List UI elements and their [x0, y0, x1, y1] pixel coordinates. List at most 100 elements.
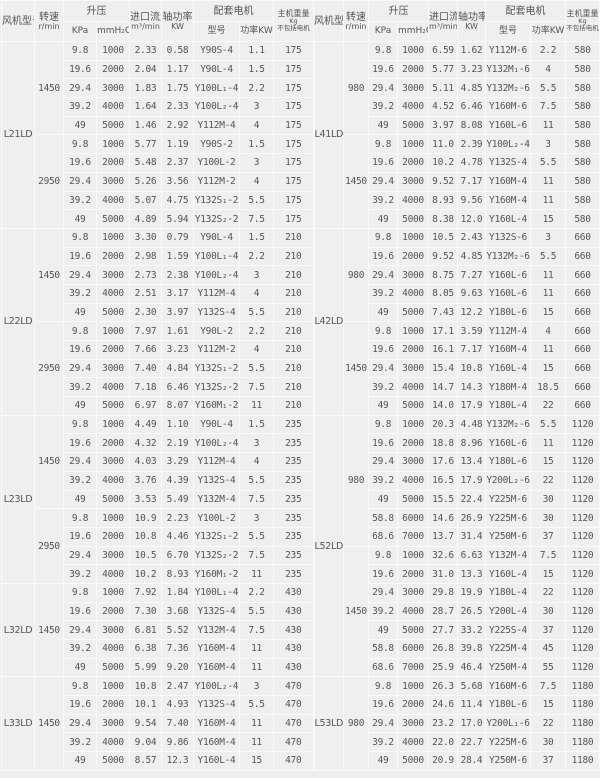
shaft-power-cell: 4.78	[457, 153, 486, 173]
header-flow-label: 进口流量	[429, 11, 457, 23]
shaft-power-cell: 2.19	[161, 433, 194, 454]
motor-power-cell: 18.5	[530, 377, 566, 398]
motor-type-cell: Y132M-4	[193, 489, 240, 510]
motor-type-cell: Y160L-6	[485, 265, 531, 285]
shaft-power-cell: 39.8	[457, 639, 486, 659]
weight-cell: 1120	[565, 508, 600, 528]
flow-cell: 25.9	[428, 657, 458, 678]
mmh2o-cell: 7000	[397, 657, 429, 678]
weight-cell: 210	[273, 246, 315, 267]
motor-power-cell: 3	[530, 227, 566, 248]
motor-type-cell: Y100L₂-4	[193, 433, 240, 454]
flow-cell: 29.8	[428, 582, 458, 603]
mmh2o-cell: 5000	[397, 396, 429, 416]
motor-power-cell: 1.1	[239, 41, 274, 61]
weight-cell: 660	[565, 246, 600, 267]
kpa-cell: 9.8	[368, 134, 398, 155]
motor-type-cell: Y160M-6	[485, 97, 531, 117]
flow-cell: 15.5	[428, 489, 458, 510]
motor-power-cell: 5.5	[530, 78, 566, 99]
shaft-power-cell: 9.86	[161, 732, 194, 753]
header-kpa: KPa	[63, 21, 97, 42]
motor-type-cell: Y132S-4	[485, 153, 531, 173]
header-model: 风机型号	[1, 0, 35, 42]
mmh2o-cell: 3000	[96, 620, 130, 640]
kpa-cell: 9.8	[368, 321, 398, 341]
table-row: 19.6 2000 2.98 1.59 Y100L₁-4 2.2 210 19.6 2000 9.…	[2, 246, 600, 267]
weight-cell: 235	[273, 526, 315, 547]
shaft-power-cell: 4.39	[161, 470, 194, 491]
header-shaft-power: 轴功率 KW	[457, 0, 486, 42]
mmh2o-cell: 1000	[96, 582, 130, 603]
shaft-power-cell: 7.17	[457, 340, 486, 360]
shaft-power-cell: 1.62	[457, 41, 486, 61]
weight-cell: 1120	[565, 582, 600, 603]
flow-cell: 4.03	[129, 452, 162, 472]
motor-power-cell: 2.2	[239, 582, 274, 603]
mmh2o-cell: 3000	[397, 582, 429, 603]
kpa-cell: 19.6	[63, 526, 97, 547]
kpa-cell: 9.8	[63, 134, 97, 155]
shaft-power-cell: 9.20	[161, 657, 194, 678]
mmh2o-cell: 5000	[96, 396, 130, 416]
motor-power-cell: 7.5	[530, 676, 566, 697]
mmh2o-cell: 5000	[96, 302, 130, 323]
table-row: L22LD 1450 9.8 1000 3.30 0.79 Y90L-4 1.5 210 L42L…	[1, 227, 600, 416]
flow-cell: 13.7	[428, 526, 458, 547]
flow-cell: 7.30	[129, 601, 162, 622]
weight-cell: 660	[565, 227, 600, 248]
mmh2o-cell: 2000	[96, 601, 130, 622]
motor-power-cell: 4	[239, 283, 274, 304]
shaft-power-cell: 3.68	[161, 601, 194, 622]
motor-power-cell: 4	[239, 115, 274, 136]
kpa-cell: 19.6	[368, 59, 398, 80]
motor-type-cell: Y132S-4	[193, 302, 240, 323]
shaft-power-cell: 8.96	[457, 433, 486, 454]
mmh2o-cell: 5000	[96, 489, 130, 510]
motor-power-cell: 7.5	[239, 209, 274, 229]
table-row: 2950 9.8 1000 5.77 1.19 Y90S-2 1.5 175 1450 9.8 10…	[2, 134, 600, 229]
motor-power-cell: 22	[530, 582, 566, 603]
flow-cell: 32.6	[428, 545, 458, 566]
mmh2o-cell: 2000	[96, 526, 130, 547]
motor-type-cell: Y90S-4	[193, 41, 240, 61]
motor-type-cell: Y112M-2	[193, 340, 240, 360]
shaft-power-cell: 8.08	[457, 115, 486, 136]
weight-cell: 175	[273, 115, 315, 136]
weight-cell: 580	[565, 209, 600, 229]
speed-cell: 1450	[34, 414, 64, 510]
shaft-power-cell: 26.5	[457, 601, 486, 622]
weight-cell: 175	[273, 190, 315, 211]
weight-cell: 580	[565, 97, 600, 117]
kpa-cell: 29.4	[368, 265, 398, 285]
motor-type-cell: Y160L-4	[485, 564, 531, 584]
fan-model-cell: L41LD	[313, 41, 344, 229]
mmh2o-cell: 1000	[96, 227, 130, 248]
motor-type-cell: Y160M-4	[485, 190, 531, 211]
header-kpa: KPa	[368, 21, 398, 42]
motor-power-cell: 2.2	[239, 78, 274, 99]
mmh2o-cell: 5000	[96, 657, 130, 678]
motor-type-cell: Y132S-4	[193, 601, 240, 622]
mmh2o-cell: 5000	[397, 115, 429, 136]
table-row: 49 5000 8.57 12.3 Y160L-4 15 470 49 5000 20.9 28.4…	[2, 751, 600, 771]
shaft-power-cell: 3.29	[161, 452, 194, 472]
motor-type-cell: Y100L₂-4	[193, 265, 240, 285]
weight-cell: 235	[273, 508, 315, 528]
shaft-power-cell: 3.23	[161, 340, 194, 360]
weight-cell: 660	[565, 283, 600, 304]
shaft-power-cell: 10.8	[457, 358, 486, 379]
mmh2o-cell: 1000	[96, 414, 130, 435]
motor-type-cell: Y132S₁-2	[193, 526, 240, 547]
motor-power-cell: 1.5	[239, 134, 274, 155]
weight-cell: 430	[273, 657, 315, 678]
kpa-cell: 39.2	[368, 190, 398, 211]
kpa-cell: 49	[63, 209, 97, 229]
mmh2o-cell: 3000	[96, 265, 130, 285]
flow-cell: 23.2	[428, 713, 458, 734]
motor-type-cell: Y100L₂-4	[485, 134, 531, 155]
shaft-power-cell: 13.3	[457, 564, 486, 584]
shaft-power-cell: 1.75	[161, 78, 194, 99]
motor-type-cell: Y225S-4	[485, 620, 531, 640]
mmh2o-cell: 2000	[397, 153, 429, 173]
